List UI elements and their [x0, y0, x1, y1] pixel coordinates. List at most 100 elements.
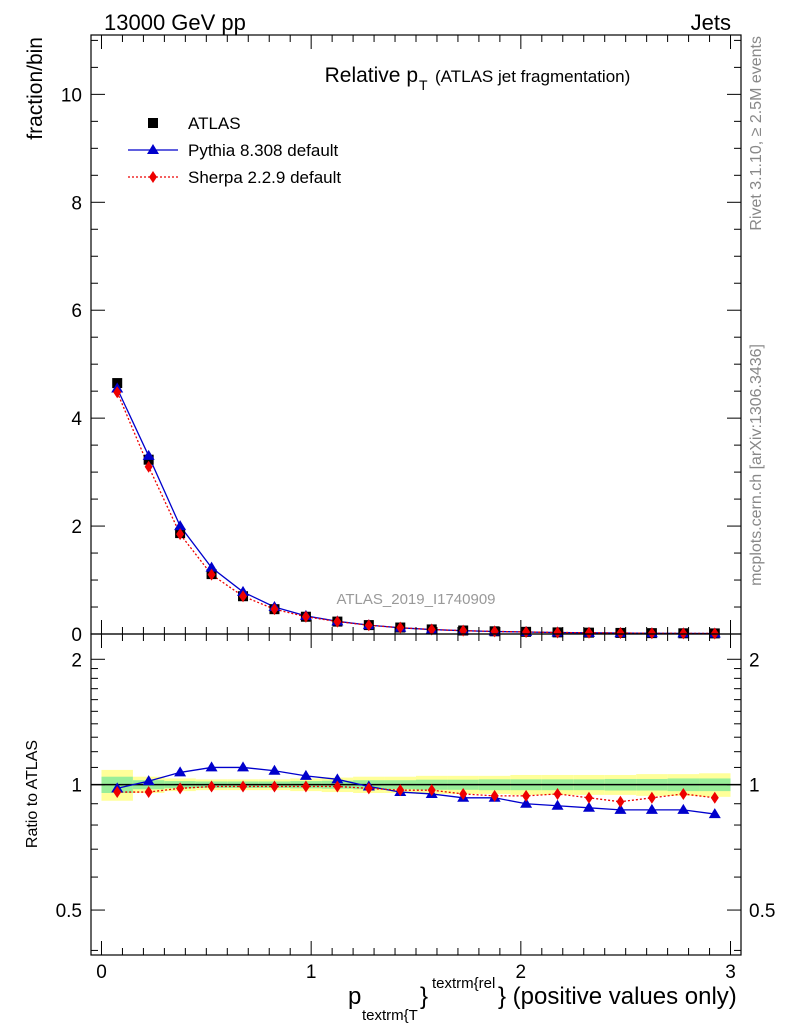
- x-axis-label-main: p: [348, 983, 361, 1010]
- ratio-pythia-point: [205, 761, 218, 772]
- legend-atlas-label: ATLAS: [188, 114, 241, 133]
- ratio-sherpa-point: [301, 780, 310, 793]
- main-panel: 0 2 4 6 8 10 ATLAS_2019_I1740909 Relative p T…: [24, 34, 742, 646]
- main-sherpa-point: [553, 626, 562, 639]
- legend-item-pythia: Pythia 8.308 default: [128, 141, 339, 160]
- x-axis-label-subscript: textrm{T: [362, 1007, 418, 1024]
- main-sherpa-point: [679, 627, 688, 640]
- header-jets-label: Jets: [691, 10, 731, 35]
- main-sherpa-point: [113, 386, 122, 399]
- ratio-x-tick-label: 0: [96, 962, 107, 983]
- x-axis-label-tail: } (positive values only): [498, 983, 737, 1010]
- ratio-pythia-point: [331, 773, 344, 784]
- main-sherpa-point: [144, 460, 153, 473]
- main-y-tick-label: 8: [71, 193, 82, 214]
- ratio-pythia-point: [174, 766, 187, 777]
- main-watermark: ATLAS_2019_I1740909: [336, 591, 495, 608]
- ratio-x-tick-label: 2: [516, 962, 527, 983]
- main-y-tick-label: 6: [71, 301, 82, 322]
- ratio-sherpa-point: [647, 791, 656, 804]
- ratio-panel: 0.5 0.5 1 1 2 2 0 1 2 3 Ratio to ATLAS p textrm{…: [24, 633, 775, 1024]
- main-pythia-point: [205, 561, 218, 572]
- ratio-sherpa-point: [239, 780, 248, 793]
- ratio-pythia-point: [614, 803, 627, 814]
- main-sherpa-point: [396, 621, 405, 634]
- ratio-sherpa-point: [270, 780, 279, 793]
- ratio-sherpa-point: [113, 786, 122, 799]
- legend-item-atlas: ATLAS: [148, 114, 241, 133]
- legend-sherpa-label: Sherpa 2.2.9 default: [188, 168, 341, 187]
- legend-pythia-label: Pythia 8.308 default: [188, 141, 339, 160]
- main-sherpa-point: [364, 619, 373, 632]
- ratio-sherpa-point: [490, 789, 499, 802]
- ratio-y-axis-label: Ratio to ATLAS: [24, 740, 41, 848]
- main-sherpa-point: [522, 625, 531, 638]
- main-sherpa-point: [427, 623, 436, 636]
- main-title-text: Relative p: [325, 64, 418, 87]
- ratio-sherpa-point: [710, 791, 719, 804]
- ratio-sherpa-point: [522, 789, 531, 802]
- legend-sherpa-marker: [149, 171, 157, 183]
- main-y-tick-label: 2: [71, 517, 82, 538]
- main-sherpa-point: [333, 615, 342, 628]
- header-energy-label: 13000 GeV pp: [104, 10, 246, 35]
- svg-text:Relative p: Relative p: [325, 64, 418, 87]
- ratio-pythia-point: [551, 799, 564, 810]
- ratio-sherpa-point: [333, 780, 342, 793]
- x-axis-label-brace: }: [420, 983, 428, 1010]
- ratio-x-tick-label: 1: [306, 962, 317, 983]
- ratio-y-tick-label-right: 2: [749, 650, 760, 671]
- legend-pythia-marker: [147, 144, 159, 154]
- main-sherpa-point: [301, 610, 310, 623]
- ratio-pythia-point: [645, 803, 658, 814]
- ratio-sherpa-point: [553, 787, 562, 800]
- ratio-sherpa-point: [207, 780, 216, 793]
- main-sherpa-point: [584, 626, 593, 639]
- ratio-pythia-point: [237, 761, 250, 772]
- main-title: Relative p T (ATLAS jet fragmentation): [325, 64, 631, 93]
- ratio-sherpa-point: [459, 787, 468, 800]
- ratio-pythia-point: [582, 801, 595, 812]
- mcplots-label: mcplots.cern.ch [arXiv:1306.3436]: [748, 344, 765, 586]
- main-sherpa-point: [176, 528, 185, 541]
- ratio-pythia-point: [520, 797, 533, 808]
- ratio-pythia-point: [142, 775, 155, 786]
- ratio-x-tick-label: 3: [725, 962, 736, 983]
- ratio-y-tick-label: 2: [71, 650, 82, 671]
- main-sherpa-point: [239, 590, 248, 603]
- legend-atlas-marker: [148, 118, 158, 128]
- ratio-y-tick-label-right: 1: [749, 776, 760, 797]
- main-y-tick-label: 10: [61, 85, 82, 106]
- ratio-y-tick-label: 1: [71, 776, 82, 797]
- main-title-subscript: T: [419, 77, 428, 93]
- ratio-sherpa-point: [679, 787, 688, 800]
- x-axis-label: p textrm{T } textrm{rel } (positive valu…: [348, 975, 737, 1024]
- ratio-pythia-line: [117, 766, 715, 815]
- ratio-pythia-point: [268, 764, 281, 775]
- main-sherpa-point: [616, 627, 625, 640]
- legend: ATLAS Pythia 8.308 default Sherpa 2.2.9 …: [128, 114, 341, 187]
- main-sherpa-point: [647, 627, 656, 640]
- ratio-y-tick-label-right: 0.5: [749, 901, 775, 922]
- ratio-sherpa-point: [616, 795, 625, 808]
- ratio-pythia-point: [677, 803, 690, 814]
- main-y-tick-label: 0: [71, 625, 82, 646]
- ratio-sherpa-point: [427, 784, 436, 797]
- main-pythia-point: [174, 520, 187, 531]
- rivet-version-label: Rivet 3.1.10, ≥ 2.5M events: [748, 36, 765, 231]
- main-sherpa-point: [207, 568, 216, 581]
- ratio-sherpa-point: [364, 782, 373, 795]
- ratio-pythia-point: [708, 808, 721, 819]
- ratio-sherpa-point: [144, 786, 153, 799]
- ratio-y-tick-label: 0.5: [56, 901, 82, 922]
- main-pythia-point: [142, 449, 155, 460]
- main-y-tick-label: 4: [71, 409, 82, 430]
- legend-item-sherpa: Sherpa 2.2.9 default: [128, 168, 341, 187]
- ratio-sherpa-point: [396, 784, 405, 797]
- main-sherpa-point: [270, 603, 279, 616]
- main-y-axis-label: fraction/bin: [24, 37, 47, 140]
- ratio-pythia-point: [299, 769, 312, 780]
- x-axis-label-superscript: textrm{rel: [432, 975, 495, 992]
- main-title-note: (ATLAS jet fragmentation): [435, 67, 630, 86]
